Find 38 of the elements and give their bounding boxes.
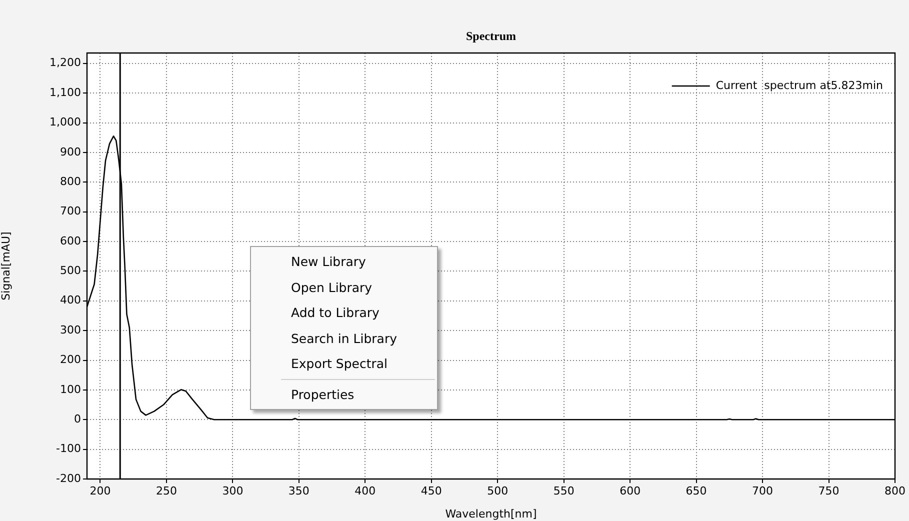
legend-label: Current spectrum at5.823min [716,78,884,92]
x-tick-label: 800 [884,484,906,498]
annotation: Open Library [290,278,374,297]
y-tick-label: 1,200 [50,56,81,70]
annotation: New Library [290,253,367,271]
annotation: Export Spectral [290,355,388,373]
y-tick-label: 700 [60,204,81,218]
x-tick-label: 400 [354,484,376,498]
annotation: Add to Library [290,304,380,322]
y-tick-label: 1,100 [50,86,81,99]
y-axis-title: Signal[mAU] [0,232,12,300]
x-tick-label: 450 [420,484,442,498]
y-tick-label: -200 [56,472,81,485]
chart-title: Spectrum [466,29,516,44]
x-tick-label: 700 [752,484,774,498]
y-tick-label: 500 [60,264,81,278]
annotation: Search in Library [290,330,398,348]
y-tick-label: 100 [60,382,81,396]
x-tick-label: 250 [156,484,177,498]
y-tick-label: 300 [60,323,81,336]
x-tick-label: 650 [686,484,707,498]
x-tick-label: 300 [222,484,244,498]
x-tick-label: 500 [487,484,508,498]
y-tick-label: 800 [60,174,81,188]
y-tick-label: -100 [56,442,81,456]
x-tick-label: 350 [288,484,310,498]
y-tick-label: 400 [60,294,81,307]
x-tick-label: 750 [818,484,840,498]
y-tick-label: 1,000 [50,116,81,129]
y-tick-label: 600 [60,234,81,248]
x-tick-label: 600 [620,484,641,498]
y-tick-label: 900 [60,145,81,158]
y-tick-label: 200 [60,353,81,366]
x-axis-title: Wavelength[nm] [445,507,537,520]
x-tick-label: 550 [553,484,574,498]
x-tick-label: 200 [90,484,111,498]
y-tick-label: 0 [74,412,81,426]
annotation: Properties [290,386,356,404]
